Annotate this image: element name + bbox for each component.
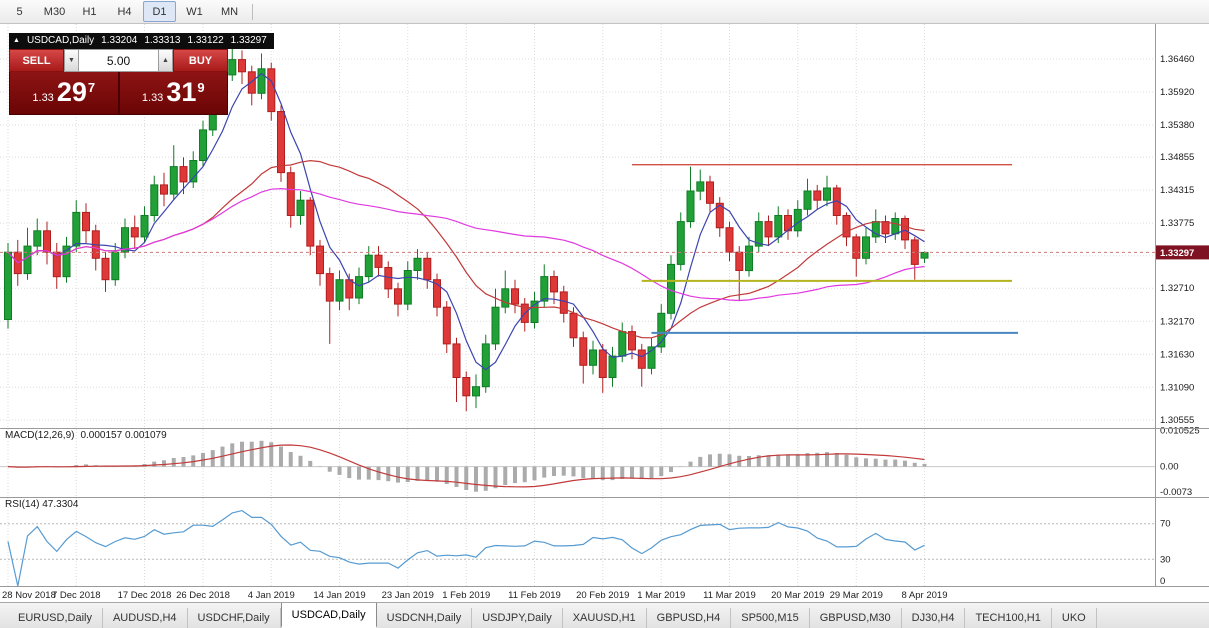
ma-slow-line: [7, 187, 925, 302]
svg-text:1 Mar 2019: 1 Mar 2019: [637, 590, 685, 601]
svg-text:11 Feb 2019: 11 Feb 2019: [508, 590, 561, 601]
one-click-trading-panel: SELL ▼ 5.00 ▲ BUY 1.33 29 7 1.33 31 9: [9, 49, 228, 115]
svg-text:1.31090: 1.31090: [1160, 382, 1194, 393]
sell-price-pips: 29: [56, 77, 87, 107]
ohlc-low: 1.33122: [187, 35, 224, 46]
trading-chart[interactable]: 0.0105250.00-0.0073703001.364601.359201.…: [0, 24, 1209, 602]
timeframe-button-d1[interactable]: D1: [143, 1, 176, 22]
svg-text:1 Feb 2019: 1 Feb 2019: [442, 590, 490, 601]
macd-name: MACD(12,26,9): [5, 430, 75, 441]
buy-price-prefix: 1.33: [141, 92, 164, 104]
svg-text:0.010525: 0.010525: [1160, 425, 1200, 436]
sell-price-display[interactable]: 1.33 29 7: [10, 72, 118, 114]
svg-text:1.34855: 1.34855: [1160, 152, 1194, 163]
svg-text:11 Mar 2019: 11 Mar 2019: [703, 590, 756, 601]
svg-text:1.32710: 1.32710: [1160, 283, 1194, 294]
svg-text:20 Feb 2019: 20 Feb 2019: [576, 590, 629, 601]
svg-text:0: 0: [1160, 576, 1165, 587]
volume-input[interactable]: 5.00: [79, 49, 158, 72]
ma-fast-line: [7, 72, 925, 371]
svg-text:29 Mar 2019: 29 Mar 2019: [830, 590, 883, 601]
svg-text:1.34315: 1.34315: [1160, 185, 1194, 196]
panel-separators: [0, 24, 1209, 587]
svg-text:1.36460: 1.36460: [1160, 54, 1194, 65]
rsi-name: RSI(14) 47.3304: [5, 499, 79, 510]
svg-text:14 Jan 2019: 14 Jan 2019: [313, 590, 365, 601]
chart-tab-xauusd[interactable]: XAUUSD,H1: [563, 608, 647, 628]
sell-price-prefix: 1.33: [32, 92, 54, 104]
timeframe-toolbar: 5 M30 H1 H4 D1 W1 MN: [0, 0, 1209, 24]
svg-text:1.33775: 1.33775: [1160, 218, 1194, 229]
buy-price-point: 9: [197, 80, 205, 95]
chart-tab-gbpusd[interactable]: GBPUSD,M30: [810, 608, 902, 628]
svg-text:26 Dec 2018: 26 Dec 2018: [176, 590, 230, 601]
ohlc-high: 1.33313: [144, 35, 181, 46]
svg-text:1.30555: 1.30555: [1160, 415, 1194, 426]
chart-tab-tech100[interactable]: TECH100,H1: [965, 608, 1052, 628]
trade-prices-row: 1.33 29 7 1.33 31 9: [9, 72, 228, 115]
timeframe-button-w1[interactable]: W1: [186, 5, 203, 18]
timeframe-button-mn[interactable]: MN: [220, 5, 239, 18]
ohlc-open: 1.33204: [101, 35, 138, 46]
sell-button[interactable]: SELL: [9, 49, 64, 72]
expand-triangle-icon[interactable]: ▲: [13, 37, 20, 44]
svg-text:1.35380: 1.35380: [1160, 120, 1194, 131]
svg-text:1.33297: 1.33297: [1160, 248, 1194, 259]
svg-text:8 Apr 2019: 8 Apr 2019: [902, 590, 948, 601]
buy-button[interactable]: BUY: [173, 49, 228, 72]
svg-text:30: 30: [1160, 554, 1171, 565]
timeframe-button-5[interactable]: 5: [16, 5, 23, 18]
chart-tab-sp500[interactable]: SP500,M15: [731, 608, 810, 628]
chart-tab-usdjpy[interactable]: USDJPY,Daily: [472, 608, 563, 628]
svg-text:0.00: 0.00: [1160, 462, 1179, 473]
timeframe-button-h1[interactable]: H1: [82, 5, 97, 18]
svg-text:4 Jan 2019: 4 Jan 2019: [248, 590, 295, 601]
rsi-indicator-label: RSI(14) 47.3304: [5, 499, 78, 510]
trade-controls-row: SELL ▼ 5.00 ▲ BUY: [9, 49, 228, 72]
horizontal-level-lines: [632, 163, 1018, 334]
svg-text:7 Dec 2018: 7 Dec 2018: [52, 590, 101, 601]
chart-tab-audusd[interactable]: AUDUSD,H4: [103, 608, 188, 628]
volume-increase-button[interactable]: ▲: [158, 49, 173, 72]
buy-price-pips: 31: [166, 77, 197, 107]
chevron-down-icon: ▼: [68, 57, 75, 64]
timeframe-button-h4[interactable]: H4: [117, 5, 132, 18]
macd-indicator-label: MACD(12,26,9) 0.000157 0.001079: [5, 430, 167, 441]
chart-symbol-ohlc-label: ▲ USDCAD,Daily 1.33204 1.33313 1.33122 1…: [9, 33, 274, 49]
svg-text:70: 70: [1160, 519, 1171, 530]
chart-tab-gbpusd[interactable]: GBPUSD,H4: [647, 608, 732, 628]
chart-tab-eurusd[interactable]: EURUSD,Daily: [8, 608, 103, 628]
chart-tab-usdcnh[interactable]: USDCNH,Daily: [377, 608, 473, 628]
chart-tab-usdchf[interactable]: USDCHF,Daily: [188, 608, 281, 628]
chart-background: [0, 24, 1209, 602]
timeframe-button-m30[interactable]: M30: [43, 5, 66, 18]
chart-tabs-bar: EURUSD,Daily AUDUSD,H4 USDCHF,Daily USDCAD,…: [0, 602, 1209, 628]
buy-price-display[interactable]: 1.33 31 9: [119, 72, 227, 114]
sell-price-point: 7: [87, 80, 96, 95]
svg-text:1.35920: 1.35920: [1160, 87, 1194, 98]
svg-text:1.32170: 1.32170: [1160, 316, 1194, 327]
macd-values: 0.000157 0.001079: [80, 430, 167, 441]
toolbar-divider: [252, 3, 253, 20]
chart-tab-uko[interactable]: UKO: [1052, 608, 1097, 628]
svg-text:-0.0073: -0.0073: [1160, 487, 1192, 498]
chart-symbol-label: USDCAD,Daily: [26, 35, 95, 46]
volume-decrease-button[interactable]: ▼: [64, 49, 79, 72]
svg-text:23 Jan 2019: 23 Jan 2019: [382, 590, 434, 601]
ohlc-close: 1.33297: [230, 35, 267, 46]
svg-text:28 Nov 2018: 28 Nov 2018: [2, 590, 56, 601]
macd-panel: 0.010525 0.00 -0.0073: [0, 425, 1200, 498]
svg-text:20 Mar 2019: 20 Mar 2019: [771, 590, 824, 601]
chart-tab-dj30[interactable]: DJ30,H4: [902, 608, 966, 628]
rsi-panel: 70 30 0: [0, 509, 1171, 587]
chart-tab-usdcad[interactable]: USDCAD,Daily: [280, 603, 377, 628]
svg-text:17 Dec 2018: 17 Dec 2018: [118, 590, 172, 601]
price-axis: 1.36460 1.35920 1.35380 1.34855 1.34315 1.337…: [1156, 54, 1209, 426]
chevron-up-icon: ▲: [162, 57, 169, 64]
svg-text:1.31630: 1.31630: [1160, 349, 1194, 360]
candlesticks: [4, 47, 929, 412]
